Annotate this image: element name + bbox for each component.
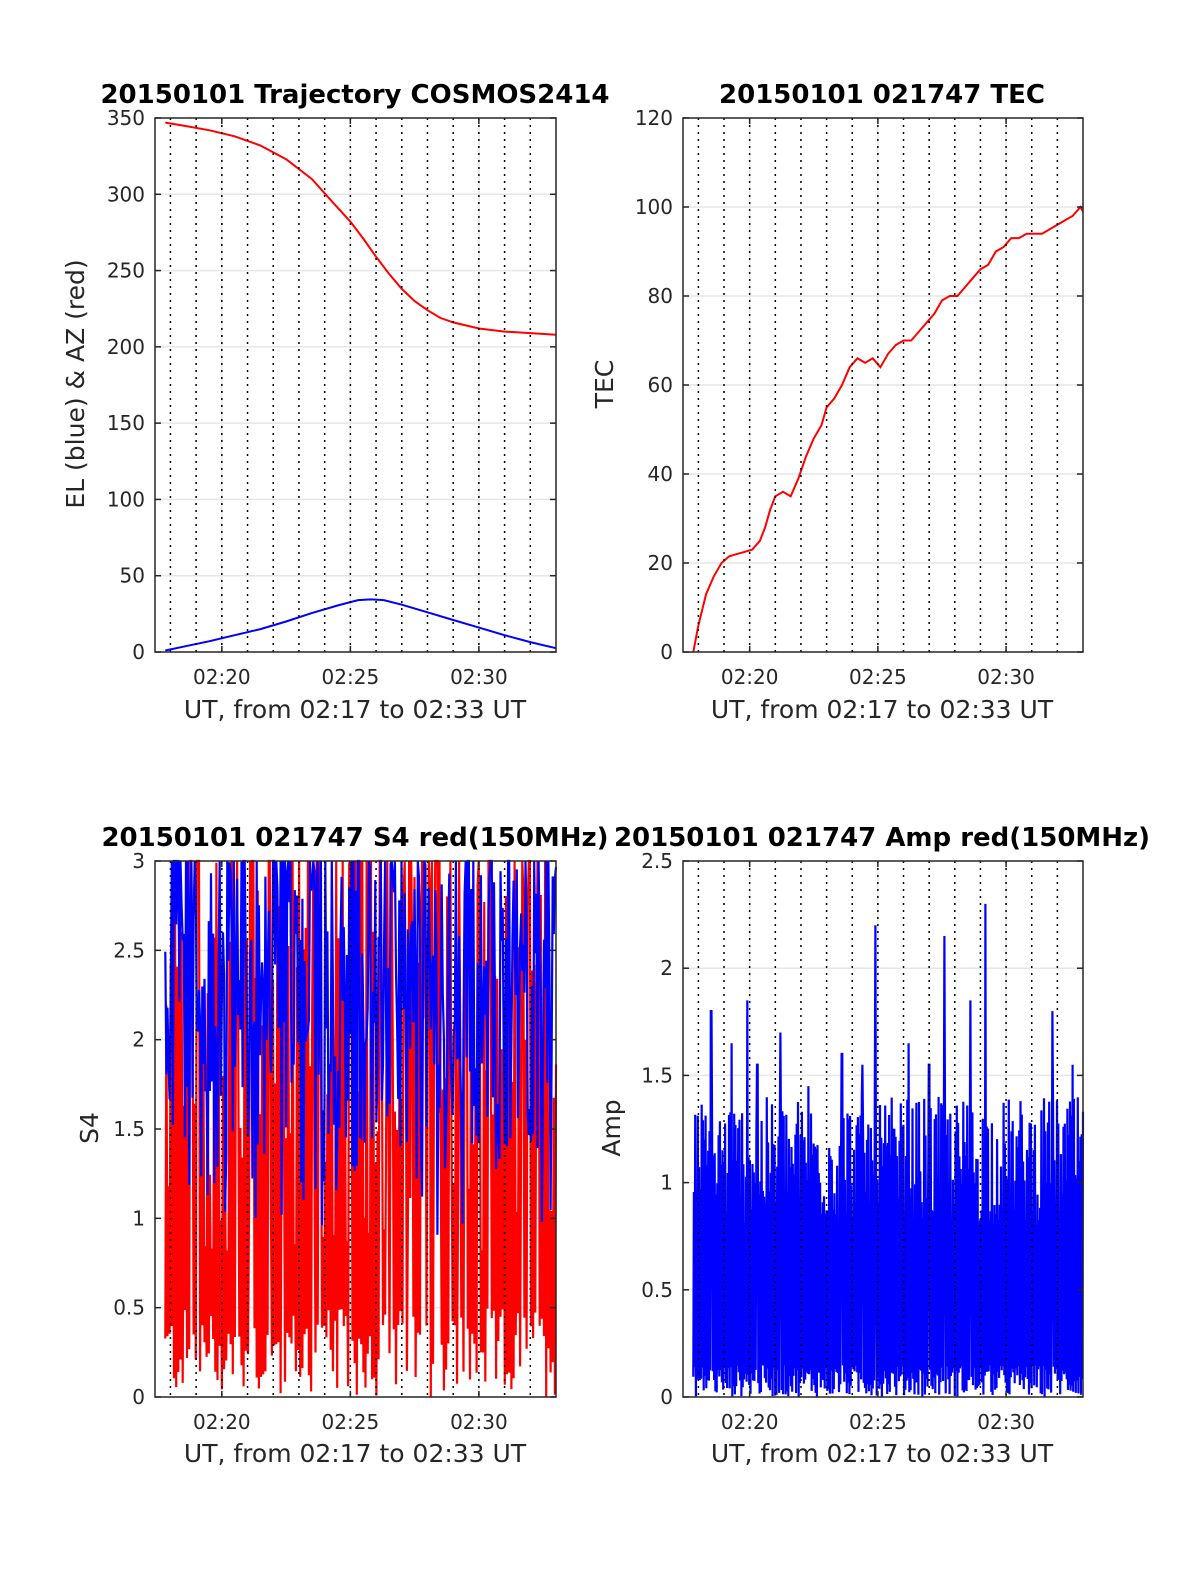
ytick-label: 40 <box>648 462 673 486</box>
ytick-label: 100 <box>635 195 673 219</box>
ytick-label: 1 <box>660 1171 673 1195</box>
panel-amp-title: 20150101 021747 Amp red(150MHz) <box>614 823 1150 853</box>
ytick-label: 100 <box>107 487 145 511</box>
xtick-label: 02:25 <box>849 1410 907 1434</box>
axes-box-amp <box>682 860 1084 1398</box>
xtick-label: 02:20 <box>721 665 779 689</box>
panel-s4: 20150101 021747 S4 red(150MHz) UT, from … <box>75 823 609 1468</box>
series-line-trajectory-1 <box>165 598 557 652</box>
ytick-label: 2 <box>132 1028 145 1052</box>
axes-box-trajectory <box>154 117 557 653</box>
xtick-label: 02:20 <box>193 665 251 689</box>
ytick-label: 300 <box>107 182 145 206</box>
panel-s4-xlabel: UT, from 02:17 to 02:33 UT <box>184 1439 527 1468</box>
panel-s4-title: 20150101 021747 S4 red(150MHz) <box>101 823 608 853</box>
ytick-label: 0.5 <box>641 1278 673 1302</box>
series-line-amp-0 <box>692 903 1085 1398</box>
ytick-label: 2 <box>660 956 673 980</box>
ytick-label: 120 <box>635 106 673 130</box>
ytick-label: 250 <box>107 259 145 283</box>
ytick-label: 2.5 <box>113 938 145 962</box>
ytick-label: 1 <box>132 1206 145 1230</box>
panel-tec-title: 20150101 021747 TEC <box>719 80 1045 110</box>
xtick-label: 02:25 <box>849 665 907 689</box>
panel-trajectory: 20150101 Trajectory COSMOS2414 UT, from … <box>61 80 610 724</box>
plot-area-trajectory <box>155 118 556 652</box>
plot-s4: 0 0.5 1 1.5 2 2.5 3 02:20 02:25 02:30 <box>113 849 558 1434</box>
panel-amp: 20150101 021747 Amp red(150MHz) UT, from… <box>597 823 1150 1468</box>
panel-amp-ylabel: Amp <box>597 1099 626 1156</box>
series-line-tec-0 <box>692 205 1084 653</box>
panel-tec: 20150101 021747 TEC UT, from 02:17 to 02… <box>590 80 1054 724</box>
xtick-label: 02:30 <box>977 1410 1035 1434</box>
plot-amp: 0 0.5 1 1.5 2 2.5 02:20 02:25 02:30 <box>641 849 1085 1434</box>
ytick-label: 20 <box>648 551 673 575</box>
xtick-label: 02:30 <box>450 1410 508 1434</box>
xtick-label: 02:25 <box>322 1410 380 1434</box>
ytick-label: 0.5 <box>113 1296 145 1320</box>
panel-trajectory-title: 20150101 Trajectory COSMOS2414 <box>100 80 609 110</box>
ytick-label: 150 <box>107 411 145 435</box>
ytick-label: 200 <box>107 335 145 359</box>
panel-tec-ylabel: TEC <box>590 360 619 410</box>
panel-trajectory-ylabel: EL (blue) & AZ (red) <box>61 259 90 508</box>
ytick-label: 0 <box>660 1385 673 1409</box>
ytick-label: 0 <box>132 640 145 664</box>
ytick-label: 50 <box>120 564 145 588</box>
ytick-label: 0 <box>660 640 673 664</box>
ytick-label: 60 <box>648 373 673 397</box>
panel-tec-xlabel: UT, from 02:17 to 02:33 UT <box>711 695 1054 724</box>
plot-trajectory: 0 50 100 150 200 250 300 350 02:20 02:25 02:30 <box>107 106 557 689</box>
plot-tec: 0 20 40 60 80 100 120 02:20 02:25 02:30 <box>635 106 1084 689</box>
xtick-label: 02:30 <box>450 665 508 689</box>
xtick-label: 02:20 <box>721 1410 779 1434</box>
series-line-trajectory-0 <box>165 121 557 336</box>
ytick-label: 1.5 <box>641 1063 673 1087</box>
panel-s4-ylabel: S4 <box>75 1112 104 1144</box>
xtick-label: 02:20 <box>193 1410 251 1434</box>
ytick-label: 3 <box>132 849 145 873</box>
xtick-label: 02:30 <box>977 665 1035 689</box>
ytick-label: 0 <box>132 1385 145 1409</box>
ytick-label: 2.5 <box>641 849 673 873</box>
panel-amp-xlabel: UT, from 02:17 to 02:33 UT <box>711 1439 1054 1468</box>
xtick-label: 02:25 <box>322 665 380 689</box>
ytick-label: 350 <box>107 106 145 130</box>
panel-trajectory-xlabel: UT, from 02:17 to 02:33 UT <box>184 695 527 724</box>
ytick-label: 80 <box>648 284 673 308</box>
ytick-label: 1.5 <box>113 1117 145 1141</box>
